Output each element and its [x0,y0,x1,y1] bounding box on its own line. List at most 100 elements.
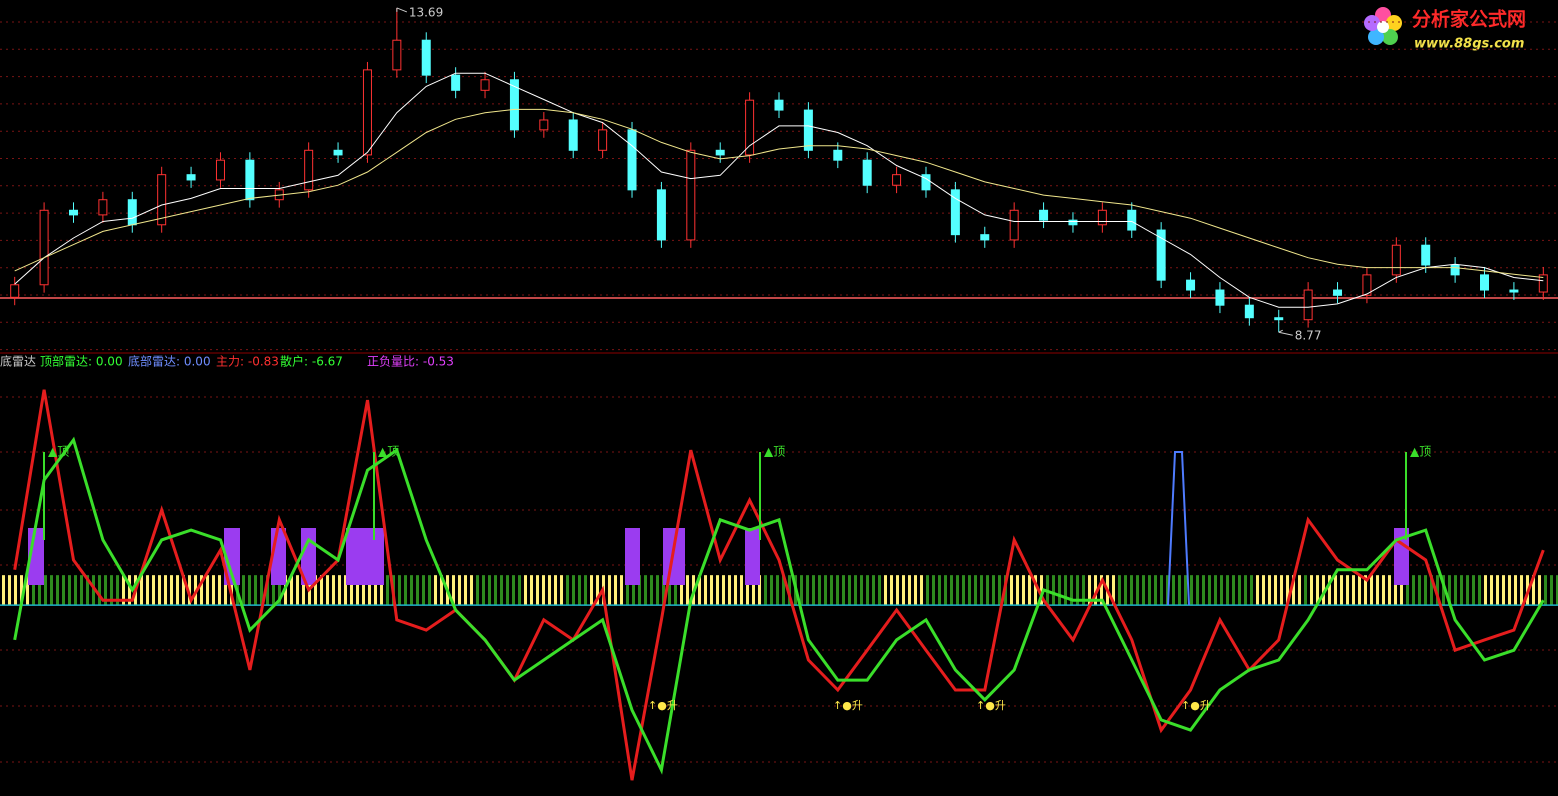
signal-stripe [806,575,809,606]
candle-body [304,149,314,191]
readout: 正负量比: -0.53 [367,355,454,369]
signal-stripe [1298,575,1301,606]
candle-body [509,79,519,131]
candle-body [656,189,666,241]
signal-stripe [200,575,203,606]
rise-signal: ↑●升 [1181,699,1211,712]
signal-stripe [1310,575,1313,606]
signal-stripe [1286,575,1289,606]
signal-stripe [170,575,173,606]
candle-body [1215,289,1225,306]
signal-stripe [368,575,371,606]
signal-stripe [1334,575,1337,606]
candle-body [1156,229,1166,281]
signal-stripe [788,575,791,606]
top-signal: ▲顶 [764,445,785,459]
signal-stripe [74,575,77,606]
signal-stripe [272,575,275,606]
signal-stripe [1340,575,1343,606]
signal-stripe [410,575,413,606]
signal-stripe [1436,575,1439,606]
candle-body [1509,289,1519,293]
signal-stripe [1550,575,1553,606]
signal-stripe [938,575,941,606]
signal-stripe [1148,575,1151,606]
signal-stripe [1118,575,1121,606]
signal-stripe [1322,575,1325,606]
signal-stripe [440,575,443,606]
candle-body [127,199,137,226]
candle-body [950,189,960,236]
signal-stripe [1352,575,1355,606]
signal-stripe [242,575,245,606]
purple-block [745,528,760,585]
signal-stripe [1262,575,1265,606]
signal-stripe [176,575,179,606]
signal-stripe [836,575,839,606]
signal-stripe [320,575,323,606]
signal-stripe [1250,575,1253,606]
signal-stripe [1532,575,1535,606]
signal-stripe [26,575,29,606]
signal-stripe [1484,575,1487,606]
candle-body [539,119,549,131]
signal-stripe [146,575,149,606]
signal-stripe [974,575,977,606]
signal-stripe [770,575,773,606]
signal-stripe [512,575,515,606]
signal-stripe [1052,575,1055,606]
signal-stripe [740,575,743,606]
signal-stripe [1070,575,1073,606]
signal-stripe [1076,575,1079,606]
signal-stripe [290,575,293,606]
signal-stripe [350,575,353,606]
candle-body [1068,219,1078,226]
ma-line [14,108,1544,278]
readout: 底部雷达: 0.00 [128,354,211,369]
purple-block [346,528,384,585]
signal-stripe [356,575,359,606]
signal-stripe [632,575,635,606]
signal-stripe [1172,575,1175,606]
signal-stripe [1178,575,1181,606]
signal-stripe [530,575,533,606]
signal-stripe [104,575,107,606]
candle-body [1421,244,1431,266]
rise-signal: ↑●升 [648,699,678,712]
signal-stripe [728,575,731,606]
candle-body [980,234,990,241]
signal-stripe [500,575,503,606]
signal-stripe [1064,575,1067,606]
signal-stripe [182,575,185,606]
signal-stripe [1136,575,1139,606]
signal-stripe [746,575,749,606]
signal-stripe [8,575,11,606]
signal-stripe [800,575,803,606]
signal-stripe [842,575,845,606]
signal-stripe [764,575,767,606]
signal-stripe [686,575,689,606]
candle-body [451,74,461,91]
signal-stripe [1346,575,1349,606]
signal-stripe [1100,575,1103,606]
signal-stripe [140,575,143,606]
signal-stripe [782,575,785,606]
candle-body [186,174,196,181]
purple-block [663,528,685,585]
signal-stripe [416,575,419,606]
signal-stripe [1490,575,1493,606]
signal-stripe [488,575,491,606]
candle-body [598,129,608,151]
signal-stripe [266,575,269,606]
signal-stripe [572,575,575,606]
signal-stripe [1202,575,1205,606]
candle-body [362,69,372,156]
logo-flower [1364,7,1402,45]
signal-stripe [536,575,539,606]
signal-stripe [1256,575,1259,606]
signal-stripe [860,575,863,606]
signal-stripe [716,575,719,606]
signal-stripe [386,575,389,606]
candle-body [774,99,784,111]
signal-stripe [404,575,407,606]
